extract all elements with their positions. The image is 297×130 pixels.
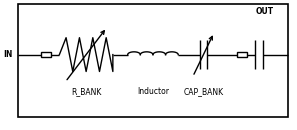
Text: Inductor: Inductor [137, 87, 169, 96]
Bar [41, 52, 51, 57]
Bar [237, 52, 247, 57]
Text: R_BANK: R_BANK [71, 87, 101, 96]
Bar [18, 4, 288, 117]
Text: IN: IN [3, 50, 12, 59]
Text: OUT: OUT [256, 6, 274, 15]
Text: CAP_BANK: CAP_BANK [183, 87, 224, 96]
